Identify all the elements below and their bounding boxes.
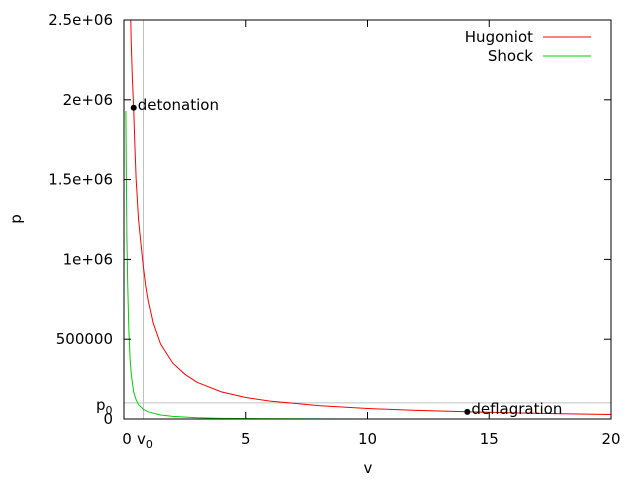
x-tick-label: 5 xyxy=(241,430,251,448)
series-layer xyxy=(125,19,612,420)
y-tick-label: 0 xyxy=(103,410,113,428)
point-marker-deflagration xyxy=(464,408,471,415)
point-marker-detonation xyxy=(130,104,137,111)
p0-label: p0 xyxy=(96,396,113,417)
y-tick-label: 2e+06 xyxy=(63,91,113,109)
y-tick-label: 1e+06 xyxy=(63,250,113,268)
legend-label-hugoniot: Hugoniot xyxy=(465,28,533,46)
y-axis-ticks: 0 500000 1e+06 1.5e+06 2e+06 2.5e+06 xyxy=(48,11,611,428)
reference-labels: 0 v0 p0 xyxy=(96,396,153,451)
y-tick-label: 500000 xyxy=(56,330,113,348)
series-line-shock xyxy=(125,110,417,420)
series-line-hugoniot xyxy=(130,19,612,415)
y-axis-label: p xyxy=(7,214,25,224)
points-layer: detonation deflagration xyxy=(130,96,562,418)
point-label-deflagration: deflagration xyxy=(471,400,562,418)
x-tick-label: 20 xyxy=(601,430,620,448)
point-label-detonation: detonation xyxy=(138,96,219,114)
legend-label-shock: Shock xyxy=(488,47,533,65)
plot-frame xyxy=(123,19,612,420)
x-tick-label-zero: 0 xyxy=(122,430,132,448)
v0-label: v0 xyxy=(137,430,153,451)
y-tick-label: 2.5e+06 xyxy=(48,11,113,29)
x-tick-label: 15 xyxy=(480,430,499,448)
x-tick-label: 10 xyxy=(358,430,377,448)
x-axis-ticks: 5 10 15 20 xyxy=(241,20,621,448)
reference-lines xyxy=(124,20,611,419)
x-axis-label: v xyxy=(364,459,373,477)
y-tick-label: 1.5e+06 xyxy=(48,171,113,189)
